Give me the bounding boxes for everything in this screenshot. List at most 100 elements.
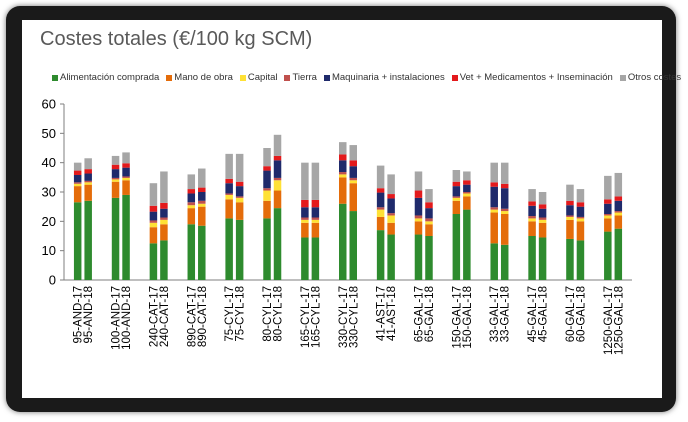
bar-segment [614,211,623,213]
bar-segment [198,225,206,280]
bar-segment [187,205,196,209]
bar-segment [538,208,547,218]
bar-segment [311,219,320,223]
x-tick-label: 45-GAL-17 [527,286,539,342]
bar-segment [387,174,395,195]
bar-segment [387,215,395,223]
bar-segment [414,190,423,198]
bar-segment [500,214,509,245]
x-tick-label: 165-CYL-17 [300,286,312,348]
bar-segment [528,201,536,206]
bar-segment [566,200,574,206]
legend-swatch [619,74,626,81]
bar-segment [500,183,509,189]
legend-item: Vet + Medicamentos + Inseminación [451,72,613,83]
bar-segment [538,222,547,238]
bar-segment [387,198,395,214]
bar-segment [187,208,196,225]
bar-segment [311,217,320,220]
bar-segment [111,164,120,170]
x-tick-label: 60-GAL-17 [565,286,577,342]
bar-segment [376,230,385,280]
bar-segment [311,199,320,208]
x-tick-label: 95-AND-18 [83,286,95,344]
bar-segment [149,220,158,223]
bar-segment [452,197,461,201]
bar-segment [452,186,461,197]
bar-segment [84,169,92,174]
bar-segment [339,203,347,280]
bar-segment [235,186,244,197]
bar-segment [84,173,92,181]
bar-segment [273,208,282,280]
bar-segment [376,207,385,210]
legend-label: Otros costes [627,72,682,83]
bar-segment [235,153,244,182]
bar-segment [84,158,92,170]
bar-segment [187,174,196,190]
bar-segment [452,170,461,182]
bar-segment [339,174,347,178]
x-tick-label: 100-AND-18 [121,286,133,350]
bar-segment [414,215,423,219]
bar-segment [414,171,423,191]
bar-segment [301,222,309,238]
chart-panel: Costes totales (€/100 kg SCM) Alimentaci… [22,20,681,398]
bar-segment [84,200,92,280]
bar-segment [425,236,433,280]
x-tick-label: 65-GAL-18 [424,286,436,342]
legend-label: Maquinaria + instalaciones [331,72,445,83]
bar-segment [538,204,547,209]
bar-segment [263,166,271,171]
bar-segment [500,211,509,214]
bar-segment [273,180,282,191]
bar-segment [198,168,206,188]
bar-segment [111,155,120,165]
bar-segment [73,170,82,175]
bar-segment [376,188,385,193]
bar-segment [225,178,233,184]
bar-segment [576,221,585,241]
bar-segment [235,219,244,280]
bar-segment [198,192,206,201]
bar-segment [376,209,385,217]
bar-segment [500,244,509,280]
bar-segment [414,234,423,280]
bar-segment [73,174,82,183]
bar-segment [452,181,461,187]
bar-segment [566,219,574,239]
x-tick-label: 75-CYL-17 [224,286,236,342]
bar-segment [614,200,623,212]
y-tick-label: 40 [42,155,56,170]
bar-segment [301,199,309,208]
bar-segment [387,213,395,216]
bar-segment [376,192,385,208]
bar-segment [339,177,347,204]
bar-segment [425,189,433,203]
bar-segment [122,152,130,164]
x-tick-label: 330-CYL-17 [338,286,350,348]
bar-segment [614,172,623,197]
y-tick-label: 10 [42,243,56,258]
y-tick-label: 0 [49,273,56,288]
bar-segment [225,193,233,195]
bar-segment [576,189,585,203]
bar-segment [425,202,433,209]
x-tick-label: 60-GAL-18 [575,286,587,342]
bar-segment [187,189,196,194]
bar-segment [604,214,612,216]
bar-segment [263,218,271,280]
bar-segment [263,200,271,219]
bar-segment [463,171,471,181]
x-tick-label: 80-CYL-18 [273,286,285,342]
x-tick-label: 33-GAL-17 [489,286,501,342]
bar-segment [149,222,158,228]
bar-segment [225,153,233,179]
bar-segment [198,200,206,204]
bar-segment [614,215,623,229]
x-tick-label: 41-AST-17 [376,286,388,341]
bar-segment [311,162,320,200]
bar-segment [160,208,168,218]
bar-segment [273,190,282,209]
bar-segment [463,184,471,192]
